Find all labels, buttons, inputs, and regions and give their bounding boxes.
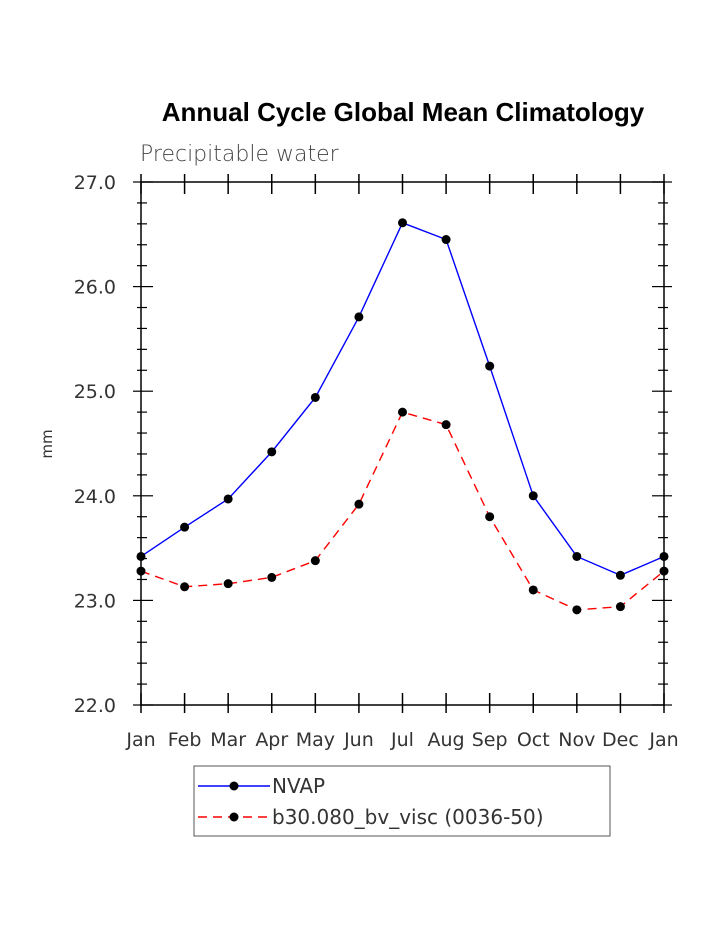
series-0-point bbox=[659, 551, 669, 561]
x-tick-label: May bbox=[296, 729, 335, 751]
series-1-point bbox=[398, 407, 407, 417]
series-1-point bbox=[572, 605, 582, 615]
series-1-point bbox=[310, 556, 320, 566]
series-0-point bbox=[267, 447, 277, 457]
series-0-point bbox=[441, 235, 451, 245]
y-tick-label: 26.0 bbox=[74, 277, 116, 299]
series-0-point bbox=[485, 361, 495, 371]
chart-title: Annual Cycle Global Mean Climatology bbox=[162, 97, 645, 127]
y-tick-label: 25.0 bbox=[74, 381, 116, 403]
x-tick-label: Feb bbox=[168, 729, 202, 751]
y-tick-label: 23.0 bbox=[74, 590, 116, 612]
series-0-point bbox=[180, 522, 190, 532]
x-tick-label: Jun bbox=[343, 729, 374, 751]
x-tick-label: Apr bbox=[255, 729, 288, 751]
series-1-point bbox=[223, 579, 233, 589]
y-tick-labels: 22.0 23.0 24.0 25.0 26.0 27.0 bbox=[74, 172, 116, 717]
plot-frame bbox=[140, 181, 665, 706]
x-tick-label: Mar bbox=[210, 729, 246, 751]
series-1-point bbox=[180, 582, 190, 592]
x-tick-label: Dec bbox=[602, 729, 639, 751]
x-tick-label: Oct bbox=[517, 729, 550, 751]
x-tick-label: Jan bbox=[125, 729, 155, 751]
series-group bbox=[136, 218, 669, 615]
y-tick-label: 24.0 bbox=[74, 486, 116, 508]
legend: NVAP b30.080_bv_visc (0036-50) bbox=[193, 765, 611, 837]
series-1-point bbox=[659, 566, 669, 576]
axis-ticks bbox=[133, 174, 672, 713]
series-1-point bbox=[528, 585, 538, 595]
series-0-point bbox=[615, 570, 625, 580]
y-tick-label: 27.0 bbox=[74, 172, 116, 194]
series-1-point bbox=[441, 420, 451, 430]
series-0-point bbox=[354, 312, 364, 322]
series-0-point bbox=[528, 491, 538, 501]
chart-subtitle: Precipitable water bbox=[140, 142, 340, 167]
legend-marker-1 bbox=[229, 812, 239, 822]
series-1-point bbox=[136, 566, 146, 576]
series-line-0 bbox=[140, 221, 665, 577]
x-tick-label: Jan bbox=[648, 729, 678, 751]
series-line-1 bbox=[140, 411, 665, 611]
series-0-point bbox=[310, 392, 320, 402]
series-1-point bbox=[615, 602, 625, 612]
y-tick-label: 22.0 bbox=[74, 695, 116, 717]
series-0-point bbox=[398, 218, 407, 228]
series-1-point bbox=[485, 512, 495, 522]
x-tick-label: Nov bbox=[558, 729, 595, 751]
x-tick-label: Sep bbox=[472, 729, 508, 751]
x-tick-label: Aug bbox=[428, 729, 465, 751]
y-axis-label: mm bbox=[38, 429, 56, 458]
legend-marker-0 bbox=[229, 781, 239, 791]
series-0-point bbox=[572, 551, 582, 561]
legend-label-1: b30.080_bv_visc (0036-50) bbox=[272, 805, 544, 829]
x-tick-labels: Jan Feb Mar Apr May Jun Jul Aug Sep Oct Nov Dec Jan bbox=[125, 729, 678, 751]
x-tick-label: Jul bbox=[390, 729, 414, 751]
series-1-point bbox=[354, 499, 364, 509]
series-0-point bbox=[223, 494, 233, 504]
series-1-point bbox=[267, 572, 277, 582]
series-0-point bbox=[136, 551, 146, 561]
legend-label-0: NVAP bbox=[272, 774, 325, 798]
legend-box bbox=[193, 765, 611, 837]
